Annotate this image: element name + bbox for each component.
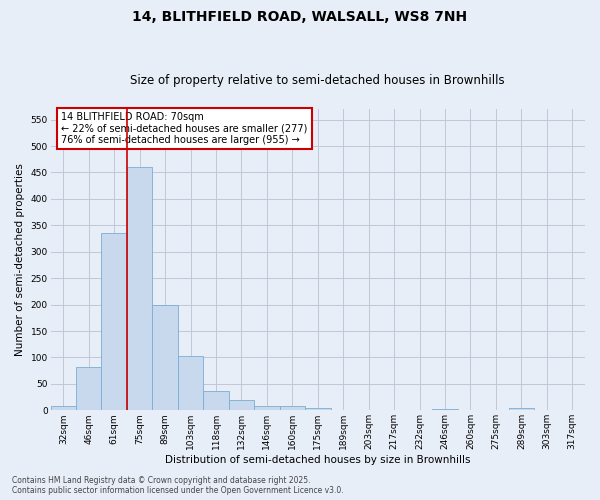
Bar <box>433 408 458 410</box>
Bar <box>101 233 127 410</box>
Bar <box>305 408 331 410</box>
Y-axis label: Number of semi-detached properties: Number of semi-detached properties <box>15 163 25 356</box>
Bar <box>229 400 254 410</box>
Text: 14, BLITHFIELD ROAD, WALSALL, WS8 7NH: 14, BLITHFIELD ROAD, WALSALL, WS8 7NH <box>133 10 467 24</box>
Text: 14 BLITHFIELD ROAD: 70sqm
← 22% of semi-detached houses are smaller (277)
76% of: 14 BLITHFIELD ROAD: 70sqm ← 22% of semi-… <box>61 112 308 145</box>
Bar <box>509 408 534 410</box>
Bar <box>127 167 152 410</box>
Title: Size of property relative to semi-detached houses in Brownhills: Size of property relative to semi-detach… <box>130 74 505 87</box>
Bar <box>280 406 305 410</box>
Bar <box>203 390 229 410</box>
Bar <box>178 356 203 410</box>
Bar <box>254 406 280 410</box>
X-axis label: Distribution of semi-detached houses by size in Brownhills: Distribution of semi-detached houses by … <box>165 455 470 465</box>
Bar <box>152 304 178 410</box>
Bar <box>76 367 101 410</box>
Bar <box>50 406 76 410</box>
Text: Contains HM Land Registry data © Crown copyright and database right 2025.
Contai: Contains HM Land Registry data © Crown c… <box>12 476 344 495</box>
